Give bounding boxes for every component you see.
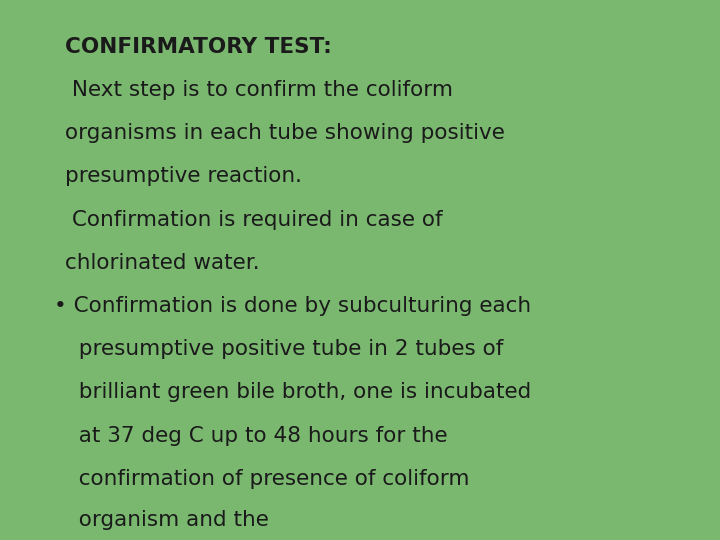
Text: presumptive positive tube in 2 tubes of: presumptive positive tube in 2 tubes of	[65, 339, 503, 359]
Text: • Confirmation is done by subculturing each: • Confirmation is done by subculturing e…	[54, 296, 531, 316]
Text: brilliant green bile broth, one is incubated: brilliant green bile broth, one is incub…	[65, 382, 531, 402]
Text: at 37 deg C up to 48 hours for the: at 37 deg C up to 48 hours for the	[65, 426, 447, 446]
Text: Next step is to confirm the coliform: Next step is to confirm the coliform	[65, 80, 453, 100]
Text: confirmation of presence of coliform: confirmation of presence of coliform	[65, 469, 469, 489]
Text: presumptive reaction.: presumptive reaction.	[65, 166, 302, 186]
Text: organism and the: organism and the	[65, 510, 269, 530]
Text: Confirmation is required in case of: Confirmation is required in case of	[65, 210, 442, 230]
Text: CONFIRMATORY TEST:: CONFIRMATORY TEST:	[65, 37, 331, 57]
Text: chlorinated water.: chlorinated water.	[65, 253, 259, 273]
Text: organisms in each tube showing positive: organisms in each tube showing positive	[65, 123, 505, 143]
